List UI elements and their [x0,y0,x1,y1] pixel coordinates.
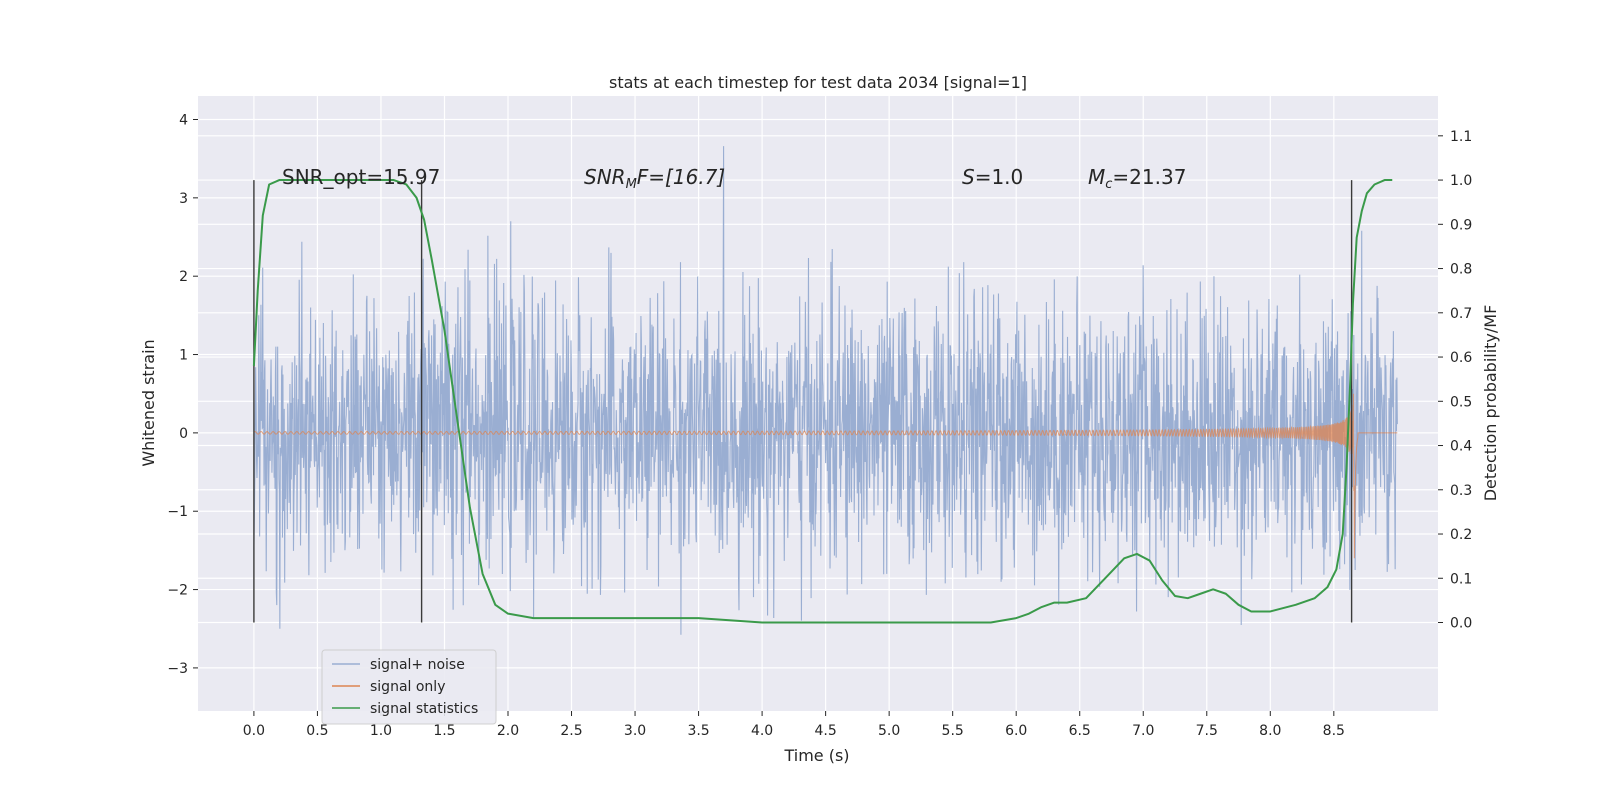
y-tick-label-right: 0.8 [1450,262,1472,278]
legend-label-signal-only: signal only [370,679,445,695]
y-tick-label-right: 0.7 [1450,306,1472,322]
y-tick-label-left: −3 [167,661,188,677]
x-tick-label: 5.5 [942,723,964,739]
annotation-snr-opt: SNR_opt=15.97 [282,165,440,189]
annotation-s-main: S [962,165,975,189]
y-tick-label-left: −1 [167,504,188,520]
chart-title: stats at each timestep for test data 203… [609,73,1027,92]
annotation-snr-mf-sub: M [626,177,637,192]
legend-label-signal-statistics: signal statistics [370,701,478,717]
x-tick-label: 7.5 [1196,723,1218,739]
y-tick-label-right: 0.3 [1450,483,1472,499]
y-tick-label-left: 1 [179,348,188,364]
x-tick-label: 4.5 [814,723,836,739]
y-tick-label-right: 0.5 [1450,394,1472,410]
y-tick-label-left: −2 [167,583,188,599]
y-tick-label-left: 0 [179,426,188,442]
x-tick-label: 7.0 [1132,723,1154,739]
annotation-snr-mf: SNRMF=[16.7] [584,165,725,192]
x-tick-label: 8.5 [1323,723,1345,739]
annotation-s: S=1.0 [962,165,1023,189]
legend: signal+ noise signal only signal statist… [321,649,497,725]
y-tick-label-right: 0.9 [1450,217,1472,233]
annotation-snr-mf-rest: F=[16.7] [637,165,725,189]
annotation-s-rest: =1.0 [975,165,1024,189]
legend-box [321,649,497,725]
annotation-mc-main: M [1088,165,1105,189]
annotation-mc-sub: c [1105,177,1112,192]
x-axis-label: Time (s) [783,746,849,765]
x-tick-label: 0.0 [243,723,265,739]
statistics-series [252,179,1393,624]
x-tick-label: 6.5 [1069,723,1091,739]
x-tick-label: 0.5 [306,723,328,739]
noise-series [253,146,1398,635]
x-tick-label: 8.0 [1259,723,1281,739]
x-tick-label: 3.0 [624,723,646,739]
y-tick-label-right: 1.0 [1450,173,1472,189]
x-tick-label: 3.5 [687,723,709,739]
x-tick-label: 1.0 [370,723,392,739]
x-tick-label: 5.0 [878,723,900,739]
x-tick-label: 2.5 [560,723,582,739]
y-tick-label-right: 0.2 [1450,527,1472,543]
annotation-mc-rest: =21.37 [1112,165,1186,189]
chirp-series [253,393,1398,559]
y-axis-label-left: Whitened strain [139,339,158,466]
annotation-mc: Mc=21.37 [1088,165,1186,192]
y-tick-label-right: 1.1 [1450,129,1472,145]
y-tick-label-left: 2 [179,269,188,285]
series-signal-only [253,393,1398,559]
y-tick-label-left: 3 [179,191,188,207]
y-tick-label-right: 0.4 [1450,439,1472,455]
series-signal-statistics [252,179,1393,624]
annotation-snr-mf-main: SNR [584,165,626,189]
vertical-markers [253,180,1353,623]
y-tick-label-left: 4 [179,113,188,129]
legend-label-signal-noise: signal+ noise [370,657,465,673]
y-tick-label-right: 0.0 [1450,616,1472,632]
y-axis-label-right: Detection probability/MF [1481,305,1500,502]
y-tick-label-right: 0.6 [1450,350,1472,366]
x-tick-label: 4.0 [751,723,773,739]
x-tick-label: 2.0 [497,723,519,739]
tick-labels: 0.0 0.5 1.0 1.5 2.0 2.5 3.0 3.5 4.0 4.5 5.0 5.5 6.0 6… [167,113,1472,739]
y-tick-label-right: 0.1 [1450,571,1472,587]
x-tick-label: 1.5 [433,723,455,739]
series-signal-noise [253,146,1398,635]
x-tick-label: 6.0 [1005,723,1027,739]
